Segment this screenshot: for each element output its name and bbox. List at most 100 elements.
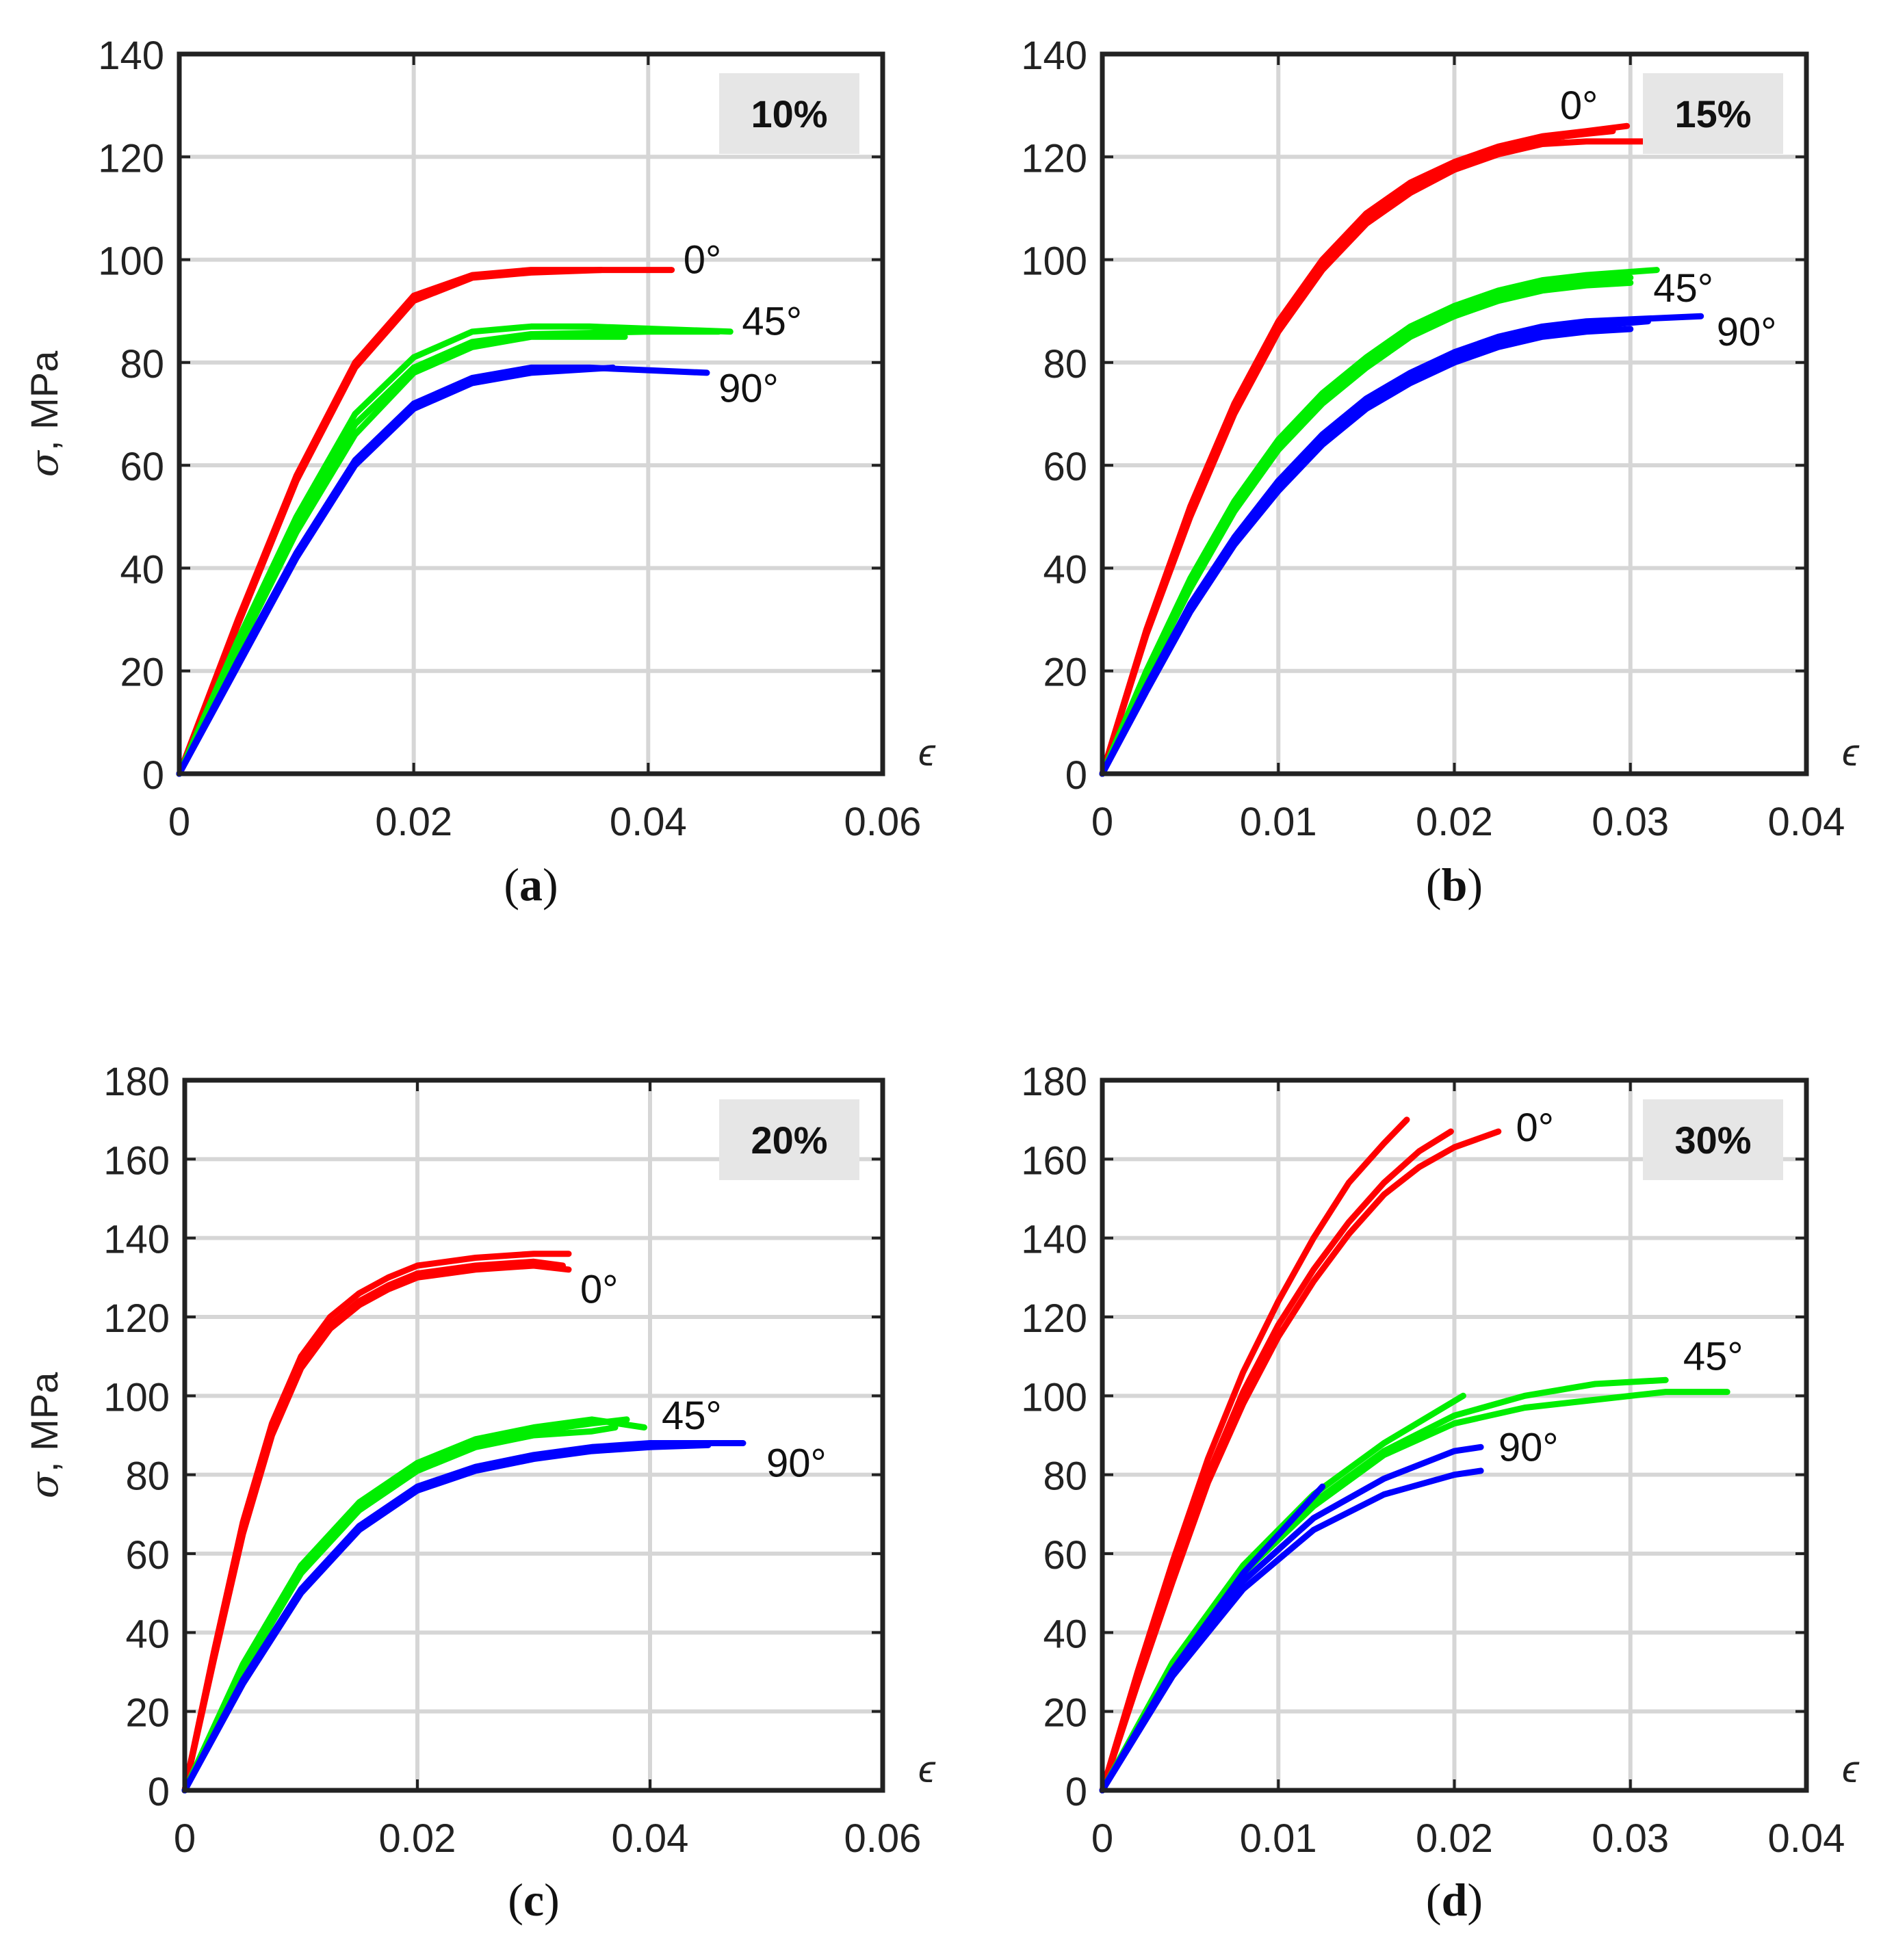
- data-curve: [176, 333, 628, 777]
- series-label: 45°: [1683, 1335, 1743, 1379]
- y-axis-label: σ, MPa: [23, 350, 67, 477]
- percentage-badge-label: 20%: [751, 1119, 827, 1162]
- series-label: 90°: [1499, 1425, 1559, 1469]
- series-b-0: 0°: [1099, 83, 1651, 777]
- y-tick-label: 80: [125, 1454, 170, 1499]
- series-label: 45°: [1653, 266, 1713, 311]
- series-b-2: 90°: [1099, 310, 1777, 777]
- x-tick-label: 0.01: [1240, 800, 1317, 844]
- series-label: 45°: [662, 1394, 722, 1438]
- series-a-1: 45°: [176, 300, 802, 777]
- x-tick-label: 0.04: [612, 1816, 689, 1861]
- percentage-badge-label: 10%: [751, 92, 827, 135]
- y-tick-label: 120: [1021, 1296, 1087, 1341]
- series-label: 0°: [580, 1268, 618, 1312]
- y-tick-label: 140: [1021, 34, 1087, 78]
- series-label: 0°: [1560, 83, 1598, 128]
- x-tick-label: 0.02: [379, 1816, 456, 1861]
- y-tick-label: 100: [1021, 239, 1087, 284]
- x-tick-label: 0: [1091, 800, 1113, 844]
- x-tick-label: 0.02: [375, 800, 452, 844]
- percentage-badge: [1643, 73, 1783, 154]
- y-tick-label: 120: [103, 1296, 170, 1341]
- y-tick-label: 0: [1065, 753, 1087, 798]
- y-tick-label: 80: [1043, 1454, 1087, 1499]
- y-tick-label: 140: [98, 34, 164, 78]
- series-d-0: 0°: [1099, 1106, 1554, 1794]
- panel-caption: (c): [508, 1874, 560, 1926]
- series-label: 45°: [742, 300, 802, 344]
- series-a-2: 90°: [176, 364, 779, 777]
- data-curve: [176, 364, 617, 777]
- percentage-badge: [1643, 1099, 1783, 1180]
- x-tick-label: 0.01: [1240, 1816, 1317, 1861]
- panel-d: 0° 45° 90° 0 20 40 60 80 100 120 140 160 180 0 0.01 0.0…: [1021, 1060, 1860, 1926]
- y-tick-label: 80: [1043, 342, 1087, 387]
- y-tick-label: 40: [120, 547, 164, 592]
- data-curve: [1099, 1128, 1502, 1794]
- panel-caption: (b): [1426, 859, 1483, 911]
- plot-area: [179, 54, 883, 774]
- y-tick-label: 100: [1021, 1375, 1087, 1420]
- panel-c: 0° 45° 90° 0 20 40 60 80 100 120 140 160 180 0 0.02 0.0…: [23, 1060, 936, 1926]
- x-tick-label: 0.04: [1768, 1816, 1845, 1861]
- y-tick-label: 60: [1043, 1533, 1087, 1578]
- x-tick-label: 0: [1091, 1816, 1113, 1861]
- data-curve: [181, 1441, 712, 1794]
- data-curve: [1099, 1483, 1326, 1794]
- percentage-badge: [719, 1099, 859, 1180]
- y-tick-label: 0: [142, 753, 164, 798]
- series-d-2: 90°: [1099, 1425, 1559, 1794]
- x-axis-label: ϵ: [1842, 731, 1860, 774]
- y-tick-label: 180: [103, 1060, 170, 1104]
- x-tick-label: 0.06: [844, 800, 922, 844]
- series-label: 90°: [766, 1441, 827, 1485]
- x-tick-label: 0.03: [1592, 1816, 1669, 1861]
- data-curve: [1099, 1116, 1410, 1794]
- series-label: 90°: [718, 366, 779, 410]
- x-tick-label: 0.04: [1768, 800, 1845, 844]
- data-curve: [1099, 279, 1634, 777]
- y-tick-label: 60: [120, 445, 164, 489]
- y-tick-label: 40: [125, 1612, 170, 1656]
- x-axis-label: ϵ: [1842, 1747, 1860, 1790]
- panel-caption: (a): [504, 859, 558, 911]
- x-tick-label: 0: [174, 1816, 196, 1861]
- series-b-1: 45°: [1099, 266, 1713, 777]
- series-c-0: 0°: [181, 1251, 618, 1794]
- y-tick-label: 120: [98, 136, 164, 181]
- data-curve: [1099, 128, 1616, 777]
- axes-frame: [177, 51, 885, 776]
- panel-caption: (d): [1426, 1874, 1483, 1926]
- series-a-0: 0°: [176, 238, 721, 777]
- x-tick-label: 0.02: [1416, 1816, 1493, 1861]
- x-axis-label: ϵ: [918, 731, 936, 774]
- series-label: 0°: [1516, 1106, 1554, 1150]
- y-tick-label: 180: [1021, 1060, 1087, 1104]
- y-tick-label: 160: [1021, 1138, 1087, 1183]
- axes-frame: [1100, 51, 1809, 776]
- data-curve: [1099, 1392, 1466, 1794]
- y-tick-label: 20: [1043, 651, 1087, 695]
- percentage-badge-label: 15%: [1674, 92, 1751, 135]
- y-tick-label: 0: [148, 1770, 170, 1814]
- y-tick-label: 100: [98, 239, 164, 284]
- y-tick-label: 20: [120, 651, 164, 695]
- x-tick-label: 0.06: [844, 1816, 922, 1861]
- data-curve: [181, 1424, 619, 1794]
- series-c-2: 90°: [181, 1440, 827, 1794]
- x-tick-label: 0: [168, 800, 190, 844]
- data-curve: [1099, 326, 1634, 777]
- axes-frame: [182, 1077, 885, 1793]
- y-tick-label: 160: [103, 1138, 170, 1183]
- series-label: 0°: [684, 238, 721, 283]
- data-curve: [176, 267, 605, 777]
- y-tick-label: 80: [120, 342, 164, 387]
- panel-b: 0° 45°90° 0 20 40 60 80 100 120 140 0 0.01 0.02 0.03 0…: [1021, 34, 1860, 911]
- panel-a: 0° 45° 90° 0 20 40 60 80 100 120 140 0 0.02 0.04 0.06 ϵ…: [23, 34, 936, 911]
- y-tick-label: 140: [1021, 1218, 1087, 1262]
- x-axis-label: ϵ: [918, 1747, 936, 1790]
- y-axis-label: σ, MPa: [23, 1372, 67, 1498]
- x-tick-label: 0.02: [1416, 800, 1493, 844]
